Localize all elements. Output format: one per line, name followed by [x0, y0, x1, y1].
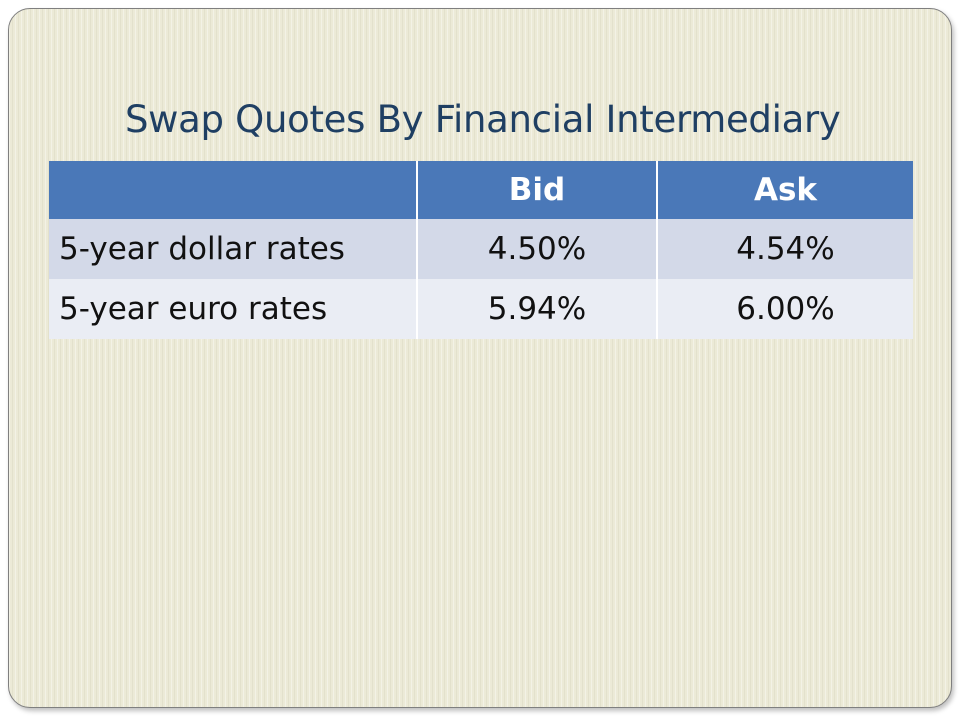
header-label-cell — [49, 161, 417, 219]
row-label: 5-year dollar rates — [49, 219, 417, 279]
table-row: 5-year euro rates 5.94% 6.00% — [49, 279, 913, 339]
slide-title: Swap Quotes By Financial Intermediary — [125, 98, 841, 141]
table-row: 5-year dollar rates 4.50% 4.54% — [49, 219, 913, 279]
row-label: 5-year euro rates — [49, 279, 417, 339]
swap-quotes-table: Bid Ask 5-year dollar rates 4.50% 4.54% … — [49, 161, 913, 339]
ask-value: 6.00% — [656, 279, 913, 339]
header-ask: Ask — [656, 161, 913, 219]
slide: Swap Quotes By Financial Intermediary Bi… — [8, 8, 952, 708]
bid-value: 5.94% — [416, 279, 657, 339]
table-header-row: Bid Ask — [49, 161, 913, 219]
ask-value: 4.54% — [656, 219, 913, 279]
header-bid: Bid — [416, 161, 657, 219]
bid-value: 4.50% — [416, 219, 657, 279]
